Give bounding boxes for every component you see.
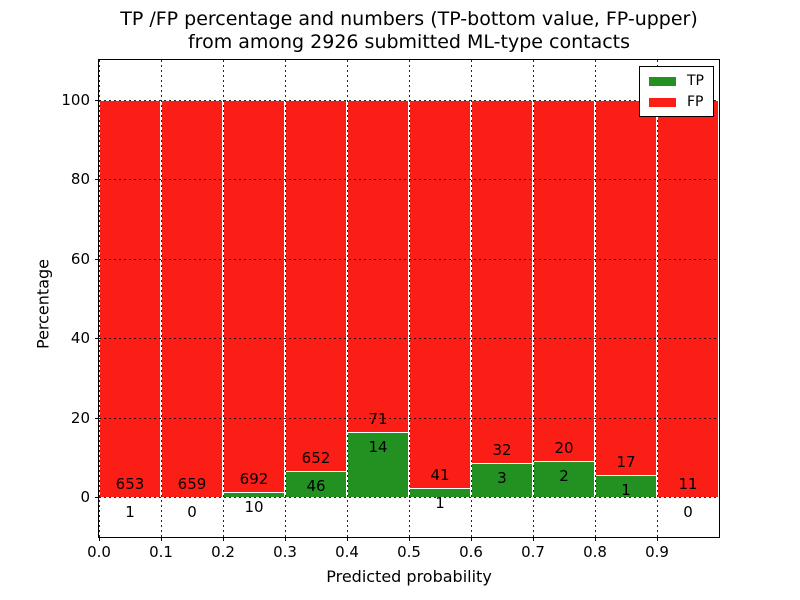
tp-count-label: 46 <box>306 477 326 496</box>
x-tick-label: 0.1 <box>149 543 173 561</box>
y-tick <box>95 258 99 260</box>
tp-count-label: 10 <box>244 497 264 516</box>
gridline-vertical <box>223 60 224 537</box>
y-tick-label: 0 <box>80 488 90 507</box>
x-tick-label: 0.6 <box>459 543 483 561</box>
y-tick-label: 20 <box>70 408 90 427</box>
tp-count-label: 2 <box>559 467 569 486</box>
gridline-vertical <box>471 60 472 537</box>
x-tick <box>99 537 100 541</box>
x-tick <box>285 537 286 541</box>
y-tick <box>95 497 99 499</box>
x-tick-label: 0.8 <box>583 543 607 561</box>
gridline-vertical <box>409 60 410 537</box>
tp-count-label: 14 <box>368 437 388 456</box>
fp-count-label: 32 <box>492 441 512 460</box>
y-tick-label: 80 <box>70 170 90 189</box>
x-tick <box>347 537 348 541</box>
chart-title-line-2: from among 2926 submitted ML-type contac… <box>187 31 631 53</box>
tp-count-label: 0 <box>683 503 693 522</box>
tp-count-label: 1 <box>621 481 631 500</box>
x-tick-label: 0.7 <box>521 543 545 561</box>
gridline-vertical <box>347 60 348 537</box>
x-tick-label: 0.3 <box>273 543 297 561</box>
x-axis-label: Predicted probability <box>326 567 492 586</box>
legend-swatch-tp-icon <box>649 76 676 86</box>
x-tick <box>409 537 410 541</box>
x-tick-label: 0.9 <box>645 543 669 561</box>
bar-fp-segment <box>533 99 595 462</box>
tp-count-label: 3 <box>497 469 507 488</box>
tp-count-label: 0 <box>187 503 197 522</box>
fp-count-label: 692 <box>239 469 269 488</box>
gridline-vertical <box>99 60 100 537</box>
x-tick <box>595 537 596 541</box>
fp-count-label: 20 <box>554 439 574 458</box>
fp-count-label: 653 <box>115 474 145 493</box>
bar-fp-segment <box>223 99 285 492</box>
y-tick-label: 60 <box>70 249 90 268</box>
x-tick <box>471 537 472 541</box>
bar-fp-segment <box>657 99 719 498</box>
y-tick <box>95 99 99 101</box>
legend-swatch-fp-icon <box>649 97 676 107</box>
legend-entry-tp: TP <box>649 74 704 88</box>
gridline-vertical <box>595 60 596 537</box>
bar-fp-segment <box>471 99 533 464</box>
gridline-vertical <box>161 60 162 537</box>
fp-count-label: 659 <box>177 475 207 494</box>
y-axis-label: Percentage <box>33 258 53 350</box>
legend-label-fp: FP <box>687 94 704 110</box>
bar-tp-segment <box>347 431 409 498</box>
bar-labels-layer: 653 1 659 0 692 10 652 46 71 14 41 1 32 3 20 2 17 1 11 0 <box>99 60 719 537</box>
bar-tp-segment <box>471 463 533 498</box>
legend: TP FP <box>639 66 714 117</box>
grid-layer <box>99 60 719 537</box>
legend-label-tp: TP <box>687 73 704 89</box>
legend-entry-fp: FP <box>649 95 704 109</box>
fp-count-label: 11 <box>678 475 698 494</box>
chart-title: TP /FP percentage and numbers (TP-bottom… <box>99 8 719 54</box>
tick-layer: 0 20 40 60 80 100 0.0 0.1 0.2 0.3 0.4 0.5 0.6 0.7 0.8 0… <box>61 60 719 561</box>
x-tick-label: 0.4 <box>335 543 359 561</box>
x-tick <box>161 537 162 541</box>
gridline-vertical <box>657 60 658 537</box>
bar-fp-segment <box>595 99 657 476</box>
x-tick <box>657 537 658 541</box>
y-tick <box>95 338 99 340</box>
y-tick-label: 100 <box>61 90 90 109</box>
gridline-vertical <box>533 60 534 537</box>
x-tick <box>223 537 224 541</box>
x-tick <box>533 537 534 541</box>
bar-tp-segment <box>285 471 347 498</box>
x-tick-label: 0.2 <box>211 543 235 561</box>
tp-count-label: 1 <box>435 493 445 512</box>
fp-count-label: 17 <box>616 453 636 472</box>
fp-count-label: 71 <box>368 409 388 428</box>
chart-title-line-1: TP /FP percentage and numbers (TP-bottom… <box>120 8 698 30</box>
bar-tp-segment <box>533 461 595 498</box>
x-tick-label: 0.0 <box>87 543 111 561</box>
gridline-vertical <box>285 60 286 537</box>
y-tick <box>95 417 99 419</box>
tp-count-label: 1 <box>125 502 135 521</box>
y-tick-label: 40 <box>70 329 90 348</box>
bar-fp-segment <box>161 99 223 498</box>
fp-count-label: 41 <box>430 465 450 484</box>
fp-count-label: 652 <box>301 449 331 468</box>
x-tick-label: 0.5 <box>397 543 421 561</box>
bar-fp-segment <box>409 99 471 488</box>
y-tick <box>95 179 99 181</box>
